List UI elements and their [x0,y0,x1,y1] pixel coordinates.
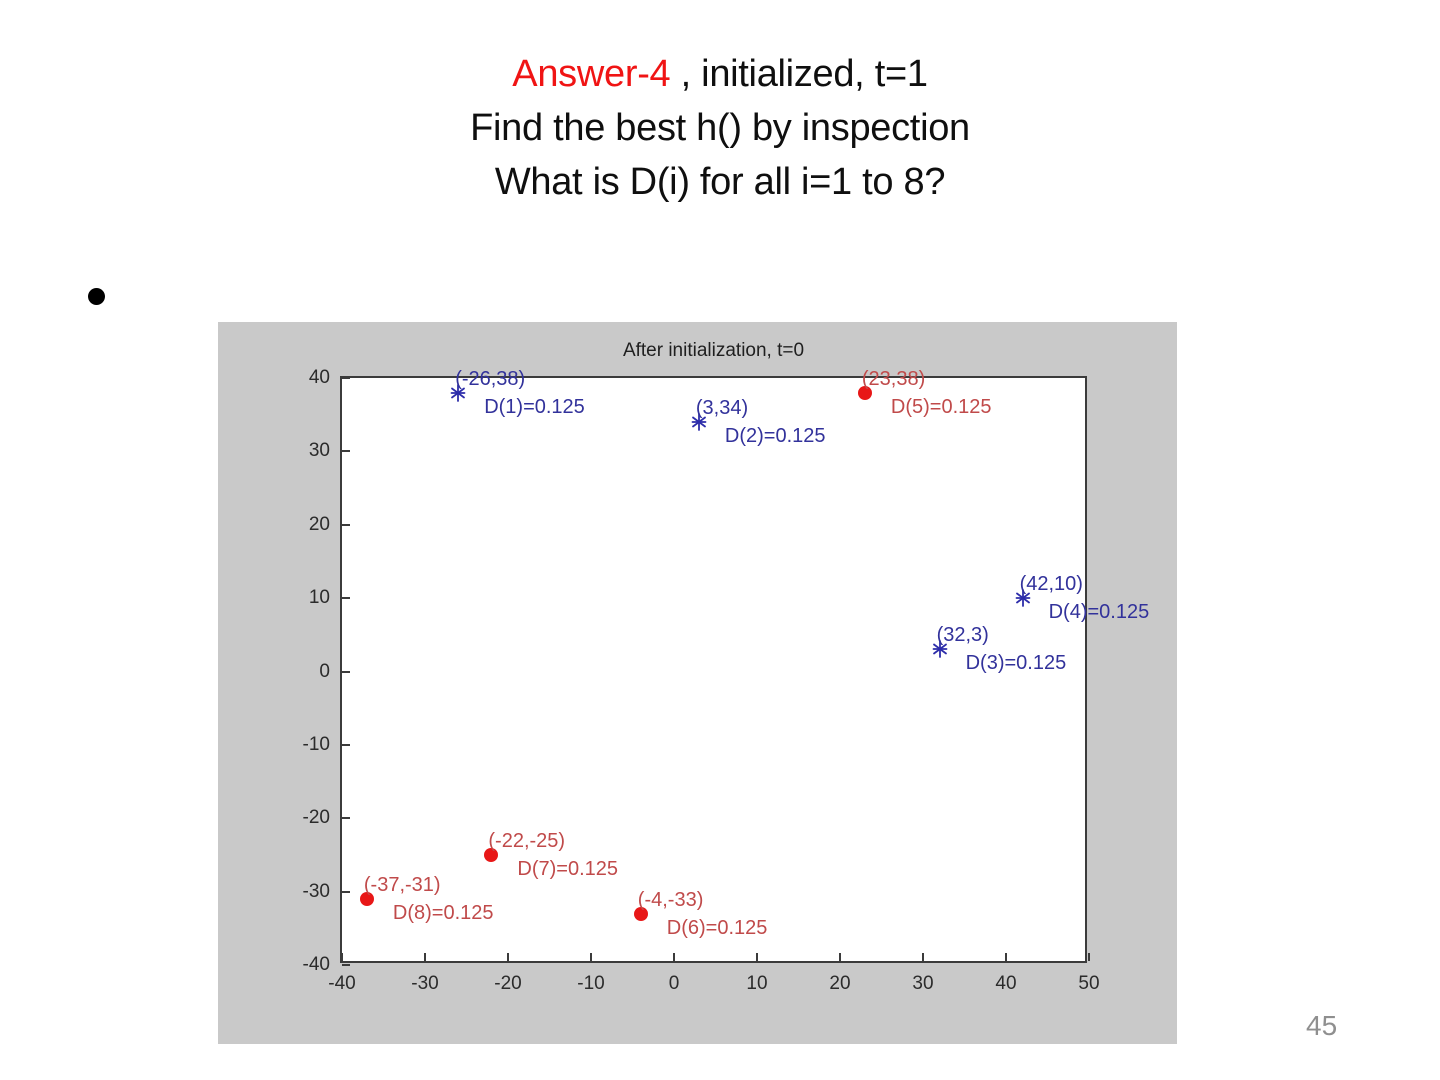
x-tick-mark [922,953,924,961]
y-tick-mark [342,817,350,820]
x-tick-mark [424,953,426,961]
point-coord-label: (32,3) [936,624,989,647]
scatter-marker-asterisk-icon [1014,589,1032,608]
x-tick-label: -40 [328,973,356,994]
x-tick-label: 50 [1078,973,1100,994]
plot-title: After initialization, t=0 [622,340,805,361]
point-weight-label: D(4)=0.125 [1048,601,1150,624]
matlab-figure-panel: After initialization, t=0 -40 -30 -20 -10 0 1… [218,322,1177,1044]
y-tick-label: -20 [302,807,330,829]
point-coord-label: (-22,-25) [488,829,566,852]
scatter-marker-asterisk-icon [931,640,949,659]
scatter-marker-dot-icon [484,847,499,862]
scatter-marker-dot-icon [359,891,374,906]
scatter-marker-dot-icon [857,385,872,400]
point-coord-label: (-4,-33) [637,888,704,911]
x-tick-mark [507,953,509,961]
title-answer-label: Answer-4 [512,53,671,95]
slide-title: Answer-4 , initialized, t=1 Find the bes… [0,47,1440,209]
x-tick-label: 10 [746,973,768,994]
bullet-point-icon [88,288,105,305]
x-tick-mark [590,953,592,961]
scatter-marker-asterisk-icon [449,383,467,402]
y-tick-mark [342,450,350,453]
point-weight-label: D(3)=0.125 [965,652,1067,675]
point-coord-label: (42,10) [1019,573,1083,596]
title-line-2: Find the best h() by inspection [470,107,970,149]
x-tick-label: -10 [577,973,605,994]
point-coord-label: (-26,38) [455,367,526,390]
title-line-1-rest: , initialized, t=1 [670,53,928,95]
point-weight-label: D(6)=0.125 [666,916,768,939]
x-tick-mark [1005,953,1007,961]
x-tick-mark [673,953,675,961]
y-tick-mark [342,964,350,966]
y-tick-mark [342,597,350,600]
y-tick-mark [342,377,350,379]
x-tick-label: 20 [829,973,851,994]
page-number: 45 [1306,1010,1338,1041]
y-tick-mark [342,523,350,526]
x-tick-mark [756,953,758,961]
point-weight-label: D(8)=0.125 [392,901,494,924]
point-weight-label: D(1)=0.125 [484,395,585,418]
y-tick-label: -40 [302,954,330,975]
title-line-3: What is D(i) for all i=1 to 8? [494,161,946,203]
x-tick-label: 40 [995,973,1017,994]
y-tick-label: -30 [302,880,330,902]
y-tick-label: 10 [308,587,330,609]
scatter-marker-dot-icon [633,906,648,921]
y-tick-label: 20 [308,513,330,535]
point-weight-label: D(5)=0.125 [890,395,992,418]
point-coord-label: (23,38) [861,367,926,390]
point-weight-label: D(2)=0.125 [724,425,826,448]
y-tick-label: -10 [302,733,330,755]
x-tick-mark [1088,953,1090,961]
title-line-1: Answer-4 , initialized, t=1 [0,47,1440,101]
y-tick-label: 0 [319,660,330,682]
x-tick-mark [839,953,841,961]
scatter-marker-asterisk-icon [690,413,708,431]
x-tick-label: 0 [668,973,680,994]
y-tick-label: 40 [308,367,330,388]
y-tick-mark [342,890,350,893]
x-tick-label: 30 [912,973,934,994]
plot-area: -40 -30 -20 -10 0 10 20 30 40 50 40 30 20 10 0 -10 -20 -3… [303,367,1150,994]
point-coord-label: (3,34) [695,397,749,420]
x-tick-label: -20 [494,973,522,994]
point-coord-label: (-37,-31) [363,873,441,896]
y-tick-mark [342,670,350,673]
y-tick-label: 30 [308,440,330,462]
x-tick-mark [341,953,343,961]
y-tick-mark [342,743,350,746]
point-weight-label: D(7)=0.125 [517,857,619,880]
x-tick-label: -30 [411,973,439,994]
